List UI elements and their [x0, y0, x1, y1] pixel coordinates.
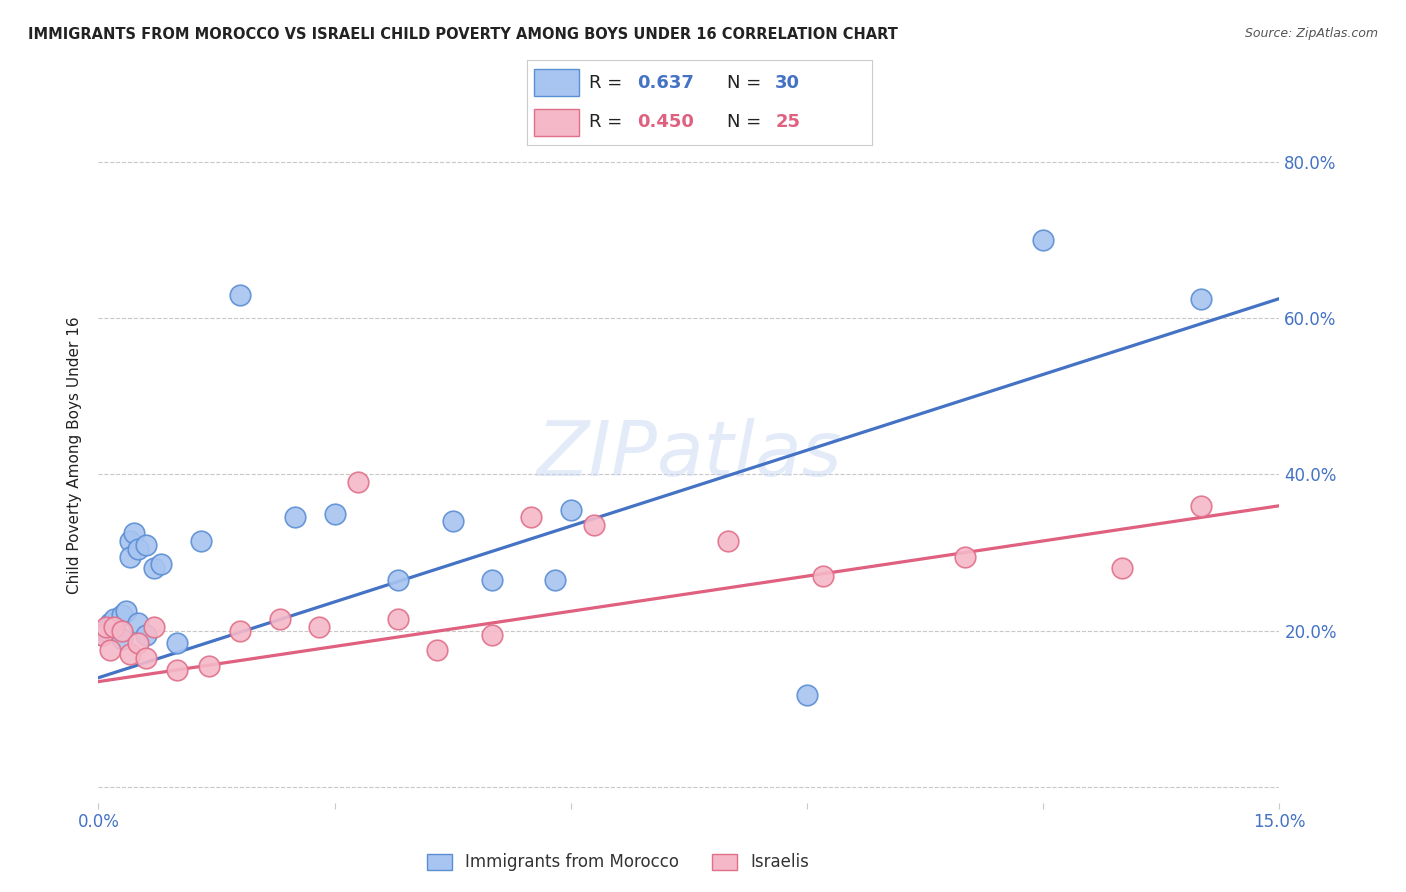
- Point: [560, 502, 582, 516]
- Point: [142, 620, 165, 634]
- Point: [190, 533, 212, 548]
- Point: [118, 549, 141, 564]
- Point: [91, 628, 114, 642]
- Point: [103, 620, 125, 634]
- Point: [135, 651, 157, 665]
- Point: [127, 615, 149, 630]
- Point: [1189, 292, 1212, 306]
- Point: [229, 287, 252, 301]
- Point: [111, 608, 134, 623]
- Point: [150, 558, 173, 572]
- Point: [520, 510, 543, 524]
- Point: [229, 624, 252, 638]
- Legend: Immigrants from Morocco, Israelis: Immigrants from Morocco, Israelis: [420, 847, 815, 878]
- Point: [135, 538, 157, 552]
- Point: [122, 526, 145, 541]
- Point: [166, 635, 188, 649]
- Text: N =: N =: [727, 74, 768, 92]
- Text: R =: R =: [589, 113, 628, 131]
- Bar: [534, 69, 579, 96]
- Point: [953, 549, 976, 564]
- Point: [96, 620, 118, 634]
- Bar: [534, 109, 579, 136]
- Point: [127, 541, 149, 556]
- Point: [811, 569, 834, 583]
- Point: [96, 624, 118, 638]
- Point: [284, 510, 307, 524]
- Text: ZIPatlas: ZIPatlas: [536, 418, 842, 491]
- Point: [111, 632, 134, 646]
- Point: [1032, 233, 1054, 247]
- Point: [426, 643, 449, 657]
- Point: [166, 663, 188, 677]
- Point: [387, 573, 409, 587]
- Text: 30: 30: [775, 74, 800, 92]
- Point: [142, 561, 165, 575]
- Point: [197, 659, 219, 673]
- Point: [1111, 561, 1133, 575]
- Text: Source: ZipAtlas.com: Source: ZipAtlas.com: [1244, 27, 1378, 40]
- Point: [717, 533, 740, 548]
- Point: [135, 628, 157, 642]
- Text: N =: N =: [727, 113, 768, 131]
- Text: R =: R =: [589, 74, 628, 92]
- Point: [269, 612, 291, 626]
- Point: [118, 533, 141, 548]
- Point: [308, 620, 330, 634]
- Point: [583, 518, 606, 533]
- Point: [127, 635, 149, 649]
- Point: [118, 647, 141, 661]
- Point: [1189, 499, 1212, 513]
- Point: [796, 688, 818, 702]
- Point: [387, 612, 409, 626]
- Text: 0.637: 0.637: [637, 74, 695, 92]
- Point: [98, 643, 121, 657]
- Point: [544, 573, 567, 587]
- Point: [98, 615, 121, 630]
- Point: [347, 475, 370, 490]
- Point: [91, 628, 114, 642]
- Point: [441, 514, 464, 528]
- Point: [103, 620, 125, 634]
- Point: [103, 612, 125, 626]
- Text: 25: 25: [775, 113, 800, 131]
- Point: [111, 624, 134, 638]
- Text: 0.450: 0.450: [637, 113, 695, 131]
- Text: IMMIGRANTS FROM MOROCCO VS ISRAELI CHILD POVERTY AMONG BOYS UNDER 16 CORRELATION: IMMIGRANTS FROM MOROCCO VS ISRAELI CHILD…: [28, 27, 898, 42]
- Y-axis label: Child Poverty Among Boys Under 16: Child Poverty Among Boys Under 16: [67, 316, 83, 594]
- Point: [323, 507, 346, 521]
- Point: [481, 628, 503, 642]
- Point: [481, 573, 503, 587]
- Point: [115, 604, 138, 618]
